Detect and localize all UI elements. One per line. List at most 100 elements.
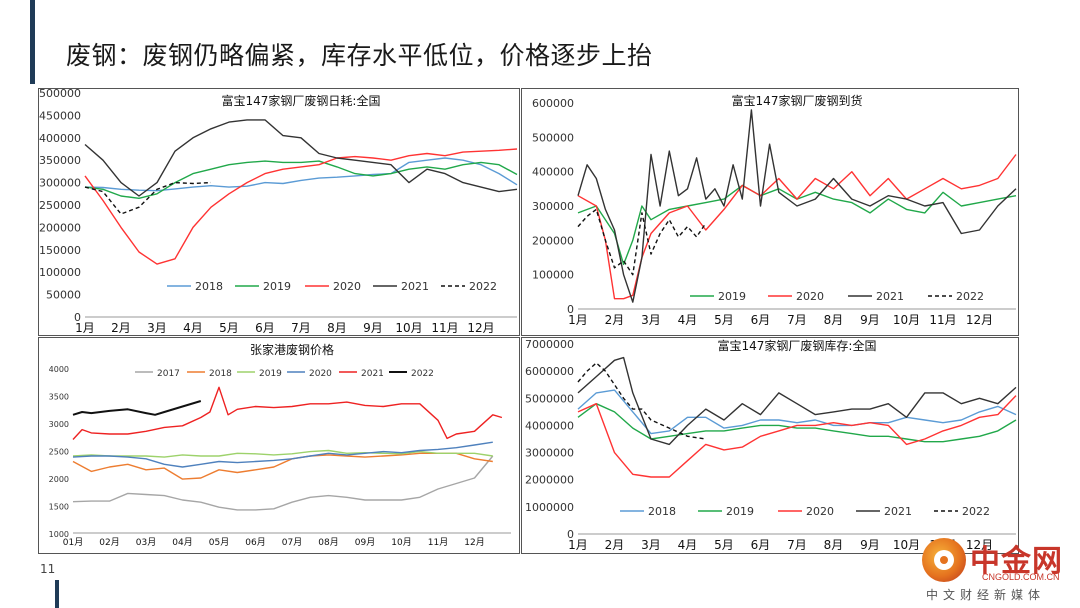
x-tick-label: 6月 (255, 321, 275, 335)
x-tick-label: 9月 (860, 313, 880, 327)
x-tick-label: 03月 (136, 537, 156, 548)
legend-label-2020: 2020 (796, 290, 824, 303)
series-line-2022 (577, 362, 706, 440)
legend-label-2020: 2020 (333, 280, 361, 293)
legend-label-2022: 2022 (411, 369, 434, 379)
x-tick-label: 2月 (605, 538, 625, 552)
legend-label-2019: 2019 (263, 280, 291, 293)
x-tick-label: 3月 (641, 313, 661, 327)
x-tick-label: 5月 (714, 313, 734, 327)
x-tick-label: 4月 (183, 321, 203, 335)
x-tick-label: 1月 (568, 538, 588, 552)
x-tick-label: 04月 (172, 537, 192, 548)
y-tick-label: 500000 (532, 131, 574, 144)
legend-label-2018: 2018 (195, 280, 223, 293)
chart-title: 张家港废钢价格 (250, 342, 334, 357)
x-tick-label: 09月 (355, 537, 375, 548)
x-tick-label: 5月 (714, 538, 734, 552)
y-tick-label: 2000 (49, 475, 69, 484)
x-tick-label: 11月 (431, 321, 458, 335)
y-tick-label: 300000 (39, 177, 81, 190)
legend-label-2021: 2021 (884, 505, 912, 518)
bottom-accent-bar (55, 580, 59, 608)
x-tick-label: 9月 (363, 321, 383, 335)
x-tick-label: 4月 (678, 313, 698, 327)
x-tick-label: 6月 (751, 313, 771, 327)
x-tick-label: 2月 (111, 321, 131, 335)
y-tick-label: 300000 (532, 200, 574, 213)
legend-label-2019: 2019 (726, 505, 754, 518)
chart-arrivals: 富宝147家钢厂废钢到货 600000 500000 400000 300000 2000… (532, 93, 1017, 327)
x-tick-label: 11月 (428, 537, 448, 548)
y-tick-label: 5000000 (525, 392, 574, 405)
x-tick-label: 10月 (395, 321, 422, 335)
chart-inventory: 富宝147家钢厂废钢库存:全国 7000000 6000000 5000000 4000… (525, 338, 1017, 552)
chart-panel-daily-consumption: 富宝147家钢厂废钢日耗:全国 500000 450000 400000 350000 3… (38, 88, 520, 336)
legend-label-2019: 2019 (718, 290, 746, 303)
x-tick-label: 10月 (391, 537, 411, 548)
x-tick-label: 01月 (63, 537, 83, 548)
series-line-2018 (577, 389, 1017, 435)
chart-title: 富宝147家钢厂废钢库存:全国 (718, 338, 877, 353)
y-tick-label: 2000000 (525, 474, 574, 487)
x-tick-label: 8月 (327, 321, 347, 335)
x-tick-label: 5月 (219, 321, 239, 335)
x-tick-label: 12月 (467, 321, 494, 335)
y-tick-label: 0 (567, 303, 574, 316)
y-tick-label: 500000 (39, 89, 81, 100)
x-tick-label: 12月 (966, 313, 993, 327)
y-tick-label: 6000000 (525, 365, 574, 378)
y-tick-label: 400000 (39, 132, 81, 145)
y-tick-label: 250000 (39, 199, 81, 212)
legend-label-2018: 2018 (209, 369, 232, 379)
page-number: 11 (40, 562, 56, 576)
series-line-2017 (72, 455, 494, 511)
logo-domain: CNGOLD.COM.CN (982, 572, 1060, 582)
series-line-2022 (84, 181, 212, 215)
y-tick-label: 4000 (49, 365, 69, 374)
y-tick-label: 200000 (39, 221, 81, 234)
y-tick-label: 1000 (49, 530, 69, 539)
x-tick-label: 05月 (209, 537, 229, 548)
series-line-2018 (84, 157, 518, 192)
y-tick-label: 350000 (39, 154, 81, 167)
y-tick-label: 150000 (39, 244, 81, 257)
y-tick-label: 0 (567, 528, 574, 541)
y-tick-label: 4000000 (525, 419, 574, 432)
slide-title: 废钢：废钢仍略偏紧，库存水平低位，价格逐步上抬 (66, 41, 653, 70)
legend-label-2018: 2018 (648, 505, 676, 518)
legend-label-2021: 2021 (401, 280, 429, 293)
legend-label-2019: 2019 (259, 369, 282, 379)
chart-daily-consumption: 富宝147家钢厂废钢日耗:全国5000004500004000003500003… (39, 89, 518, 335)
logo-mark-icon (922, 538, 966, 582)
chart-title: 富宝147家钢厂废钢日耗:全国 (222, 93, 381, 108)
legend-label-2020: 2020 (806, 505, 834, 518)
y-tick-label: 200000 (532, 234, 574, 247)
chart-panel-zhangjiagang-price: 张家港废钢价格 4000 3500 3000 2500 2000 1500 1000 01月 02… (38, 337, 520, 554)
x-tick-label: 9月 (860, 538, 880, 552)
chart-panel-arrivals: 富宝147家钢厂废钢到货 600000 500000 400000 300000 2000… (521, 88, 1019, 336)
y-tick-label: 100000 (39, 266, 81, 279)
logo-tagline: 中文财经新媒体 (926, 588, 1046, 602)
x-tick-label: 07月 (282, 537, 302, 548)
x-tick-label: 3月 (147, 321, 167, 335)
x-tick-label: 02月 (99, 537, 119, 548)
y-tick-label: 50000 (46, 289, 81, 302)
series-line-2020 (84, 148, 518, 265)
x-tick-label: 10月 (893, 313, 920, 327)
legend-label-2022: 2022 (956, 290, 984, 303)
y-tick-label: 1500 (49, 503, 69, 512)
series-line-2022 (577, 208, 707, 276)
series-line-2021 (84, 119, 518, 197)
title-accent-bar (30, 0, 35, 84)
series-line-2021 (72, 386, 503, 440)
series-line-2019 (72, 449, 493, 458)
series-line-2021 (577, 356, 1017, 446)
series-line-2022 (72, 400, 202, 416)
x-tick-label: 06月 (245, 537, 265, 548)
chart-panel-inventory: 富宝147家钢厂废钢库存:全国 7000000 6000000 5000000 4000… (521, 337, 1019, 554)
y-tick-label: 3500 (49, 393, 69, 402)
series-line-2018 (72, 452, 493, 480)
x-tick-label: 2月 (605, 313, 625, 327)
